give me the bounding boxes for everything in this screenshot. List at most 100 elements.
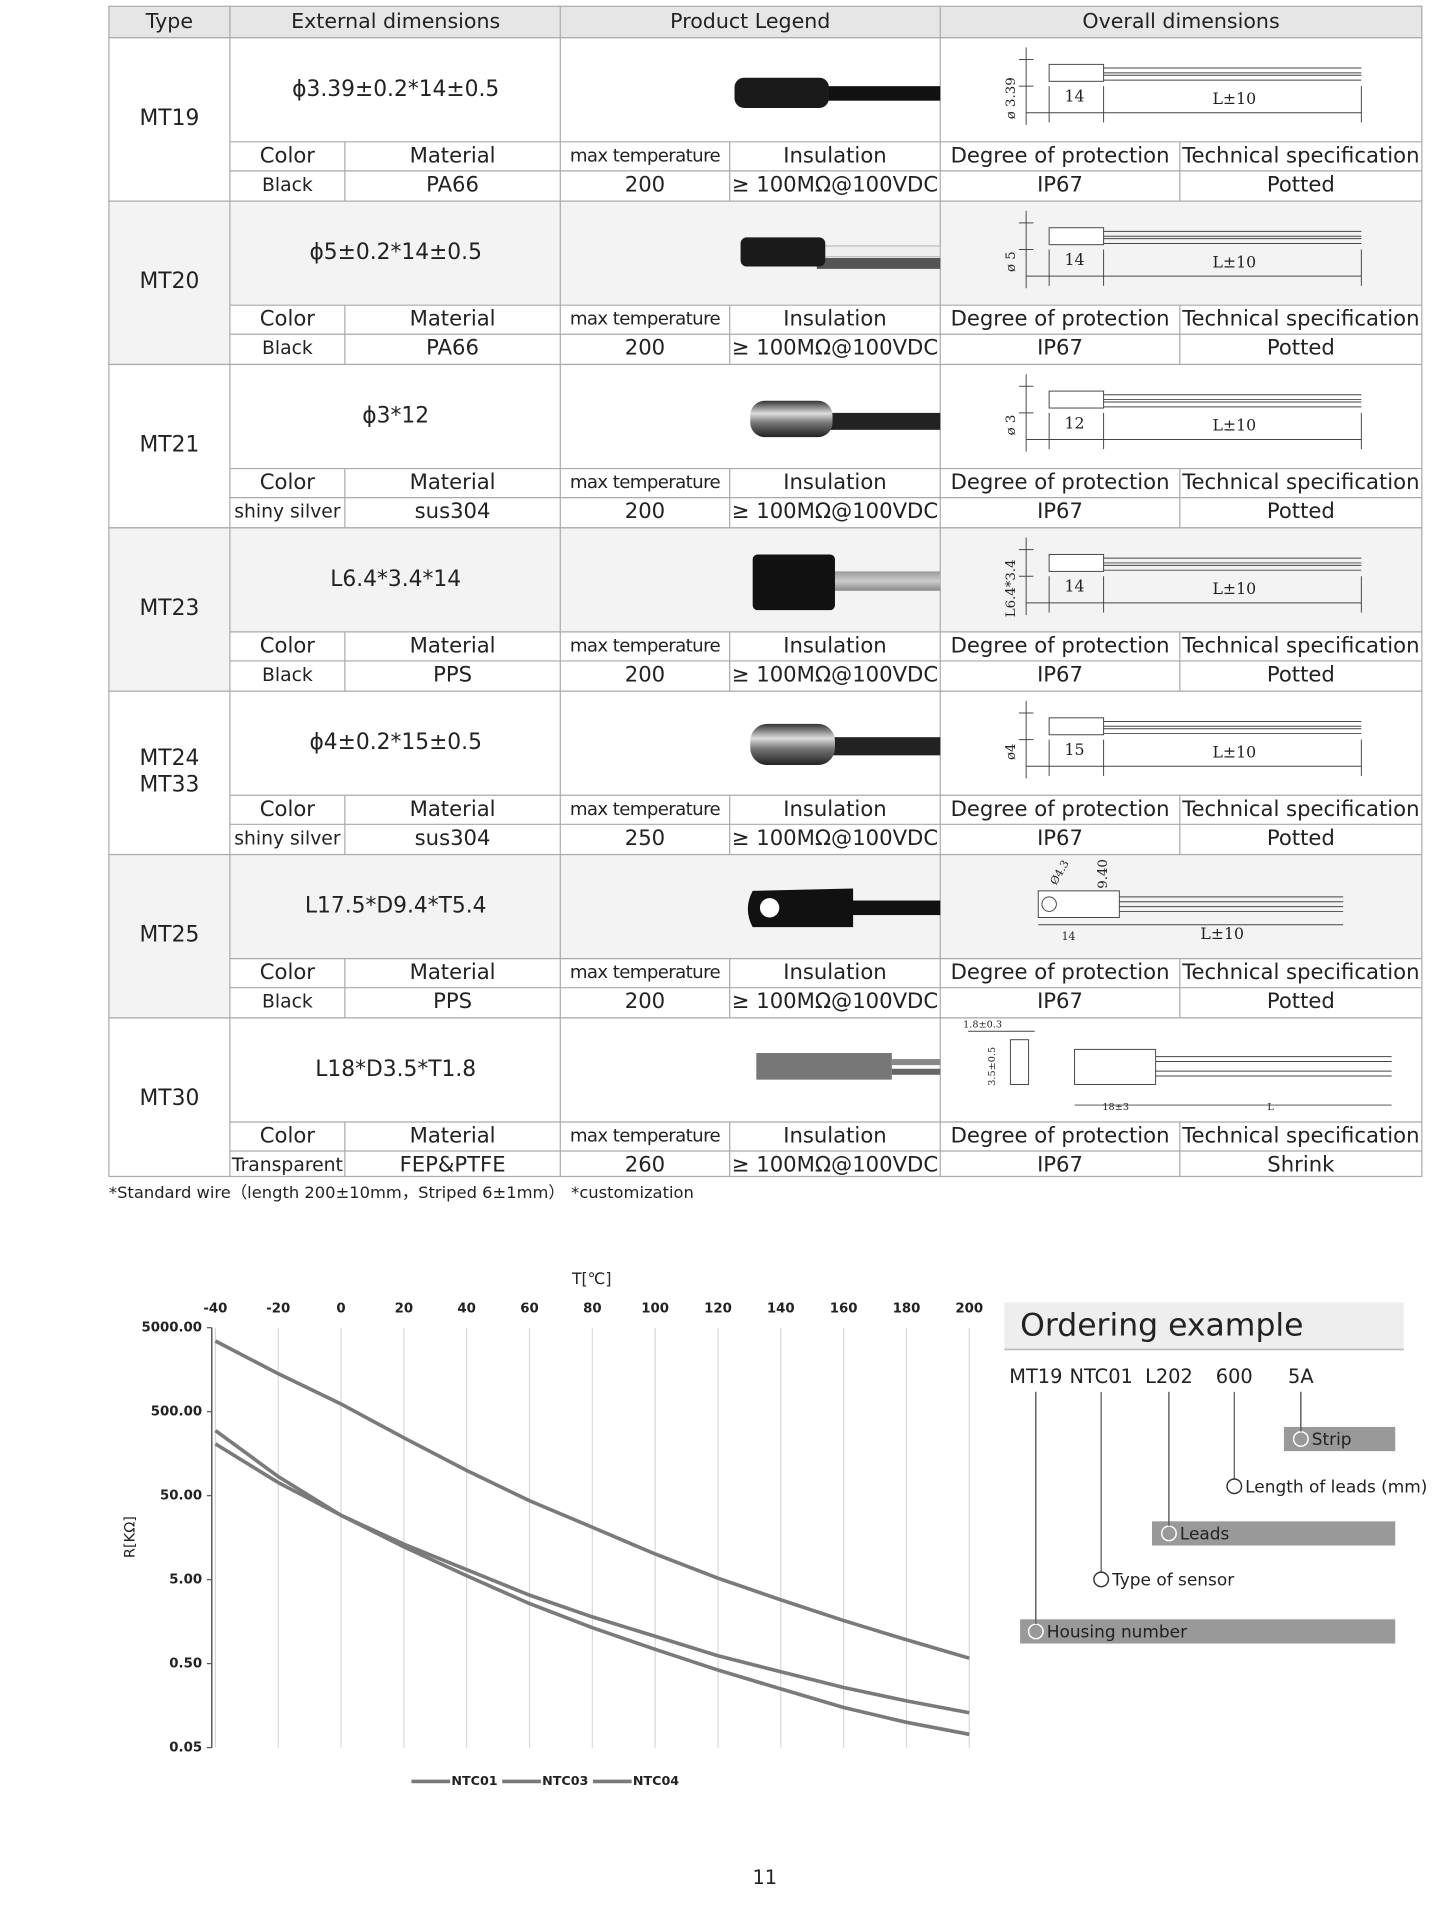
drawing-hole xyxy=(1041,896,1057,912)
column-header: External dimensions xyxy=(291,9,500,33)
external-dimensions: ϕ3.39±0.2*14±0.5 xyxy=(292,77,499,102)
x-tick-label: -20 xyxy=(266,1301,290,1316)
label-dot xyxy=(1093,1571,1110,1588)
spec-header: Color xyxy=(260,469,316,494)
spec-value: shiny silver xyxy=(234,828,341,849)
legend-label: NTC03 xyxy=(542,1773,588,1788)
external-dimensions: L6.4*3.4*14 xyxy=(330,567,461,592)
photo-part xyxy=(891,1059,941,1066)
drawing-body xyxy=(1048,717,1105,736)
spec-header: max temperature xyxy=(570,962,721,983)
spec-value: Black xyxy=(262,665,313,686)
spec-value: ≥ 100MΩ@100VDC xyxy=(732,825,938,850)
photo-part xyxy=(756,1053,892,1080)
spec-header: Technical specification xyxy=(1181,1123,1419,1148)
dimension-label: L±10 xyxy=(1212,416,1256,435)
type-cell xyxy=(108,1017,230,1177)
spec-value: IP67 xyxy=(1037,661,1083,686)
spec-value: IP67 xyxy=(1037,1152,1083,1177)
dimension-label: L±10 xyxy=(1212,742,1256,761)
x-tick-label: 160 xyxy=(830,1301,858,1316)
x-tick-label: 80 xyxy=(583,1301,602,1316)
x-tick-label: 120 xyxy=(704,1301,732,1316)
external-dimensions: L17.5*D9.4*T5.4 xyxy=(305,894,487,919)
spec-value: Potted xyxy=(1267,661,1335,686)
drawing-body xyxy=(1048,390,1105,409)
spec-header: max temperature xyxy=(570,1126,721,1147)
column-header: Product Legend xyxy=(670,9,830,33)
spec-value: Potted xyxy=(1267,988,1335,1013)
spec-value: 200 xyxy=(625,661,665,686)
series-line xyxy=(214,1429,970,1737)
dimension-label: ø 5 xyxy=(1004,251,1019,272)
spec-value: PPS xyxy=(433,661,472,686)
spec-value: PA66 xyxy=(426,171,479,196)
spec-value: Black xyxy=(262,175,313,196)
drawing-body xyxy=(1048,227,1105,246)
spec-header: Insulation xyxy=(783,306,886,331)
photo-part xyxy=(752,554,835,611)
label-bar xyxy=(1152,1521,1396,1546)
spec-value: 200 xyxy=(625,498,665,523)
photo-part xyxy=(750,400,833,438)
column-header: Type xyxy=(145,9,193,33)
ordering-label: Strip xyxy=(1312,1429,1352,1449)
external-dimensions: ϕ3*12 xyxy=(362,404,429,429)
page-number: 11 xyxy=(752,1866,777,1889)
y-axis-label: R[KΩ] xyxy=(123,1516,139,1558)
x-axis-label: T[℃] xyxy=(571,1269,612,1288)
spec-header: Technical specification xyxy=(1181,632,1419,657)
y-tick-label: 500.00 xyxy=(151,1405,202,1420)
x-tick-label: 200 xyxy=(955,1301,983,1316)
spec-header: Material xyxy=(410,959,496,984)
spec-header: Material xyxy=(410,1123,496,1148)
ordering-label: Housing number xyxy=(1047,1622,1187,1642)
ordering-code: 600 xyxy=(1216,1365,1253,1388)
spec-value: IP67 xyxy=(1037,498,1083,523)
dimension-label: 18±3 xyxy=(1102,1102,1129,1113)
type-name: MT30 xyxy=(140,1086,200,1111)
label-bar xyxy=(1283,1426,1396,1452)
type-name: MT19 xyxy=(140,106,200,131)
product-photo xyxy=(740,237,941,269)
dimension-label: L6.4*3.4 xyxy=(1004,559,1019,617)
spec-header: Technical specification xyxy=(1181,306,1419,331)
spec-header: max temperature xyxy=(570,799,721,820)
spec-value: 250 xyxy=(625,825,665,850)
spec-header: Material xyxy=(410,142,496,167)
type-cell xyxy=(108,364,230,528)
external-dimensions: ϕ4±0.2*15±0.5 xyxy=(309,730,481,755)
spec-header: Color xyxy=(260,1123,316,1148)
spec-value: IP67 xyxy=(1037,988,1083,1013)
dimension-label: 9.40 xyxy=(1096,859,1111,889)
type-cell xyxy=(108,201,230,365)
spec-header: Technical specification xyxy=(1181,469,1419,494)
spec-header: Insulation xyxy=(783,1123,886,1148)
dimension-label: 1.8±0.3 xyxy=(963,1020,1002,1031)
photo-part xyxy=(822,86,941,101)
spec-value: IP67 xyxy=(1037,171,1083,196)
y-tick-label: 0.05 xyxy=(169,1741,202,1756)
spec-header: Degree of protection xyxy=(951,959,1170,984)
dimension-label: 14 xyxy=(1065,250,1085,269)
label-bar xyxy=(1020,1619,1396,1644)
spec-value: ≥ 100MΩ@100VDC xyxy=(732,661,938,686)
type-name: MT25 xyxy=(140,923,200,948)
spec-header: Degree of protection xyxy=(951,306,1170,331)
x-tick-label: 140 xyxy=(767,1301,795,1316)
spec-header: Material xyxy=(410,796,496,821)
type-name: MT24 xyxy=(140,746,200,771)
spec-header: Color xyxy=(260,959,316,984)
spec-value: Potted xyxy=(1267,498,1335,523)
photo-part xyxy=(759,898,780,918)
type-name: MT33 xyxy=(140,773,200,798)
spec-header: Color xyxy=(260,632,316,657)
spec-value: IP67 xyxy=(1037,825,1083,850)
ordering-code: NTC01 xyxy=(1070,1365,1133,1388)
dimension-label: L±10 xyxy=(1212,252,1256,271)
photo-part xyxy=(847,900,941,916)
dimension-label: 12 xyxy=(1065,413,1085,432)
spec-header: Insulation xyxy=(783,142,886,167)
product-photo xyxy=(756,1053,941,1080)
dimension-label: 14 xyxy=(1062,930,1076,943)
